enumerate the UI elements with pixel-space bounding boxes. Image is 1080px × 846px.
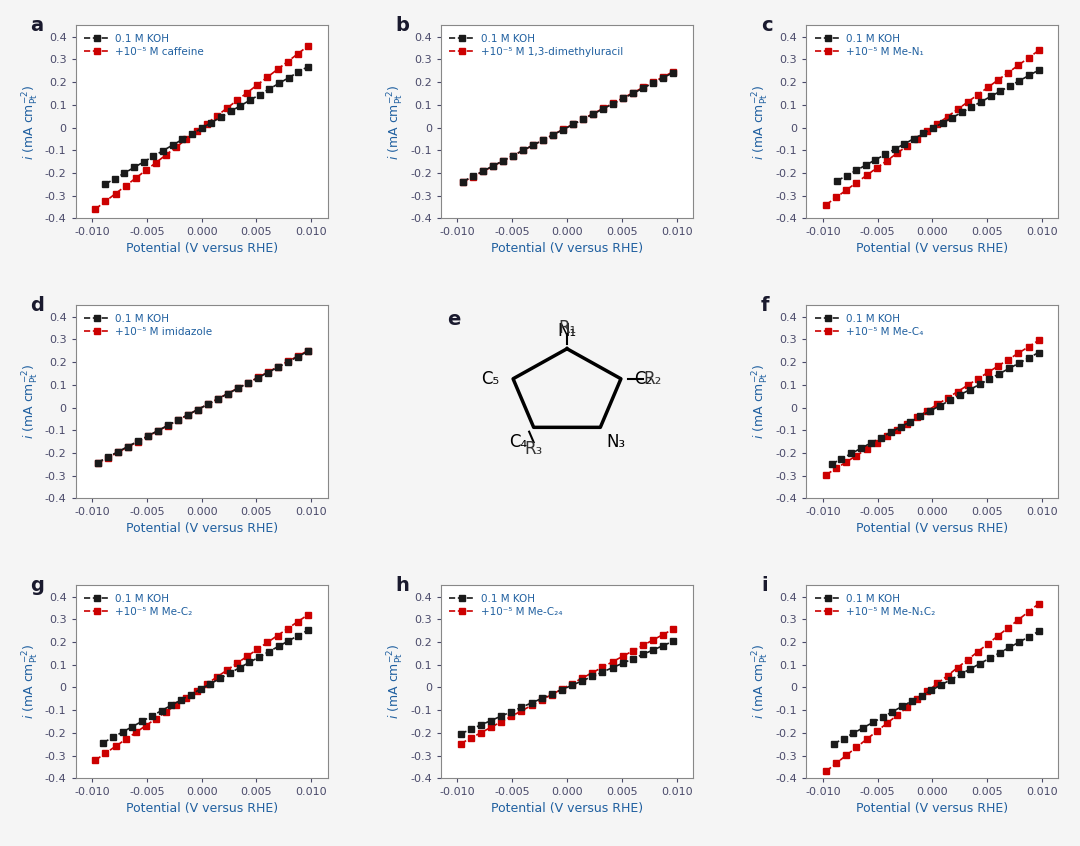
Y-axis label: $i$ (mA cm$^{-2}_{\mathrm{Pt}}$): $i$ (mA cm$^{-2}_{\mathrm{Pt}}$) [21, 85, 41, 160]
Text: C₄: C₄ [510, 433, 528, 451]
Y-axis label: $i$ (mA cm$^{-2}_{\mathrm{Pt}}$): $i$ (mA cm$^{-2}_{\mathrm{Pt}}$) [752, 365, 771, 439]
Y-axis label: $i$ (mA cm$^{-2}_{\mathrm{Pt}}$): $i$ (mA cm$^{-2}_{\mathrm{Pt}}$) [21, 365, 41, 439]
Y-axis label: $i$ (mA cm$^{-2}_{\mathrm{Pt}}$): $i$ (mA cm$^{-2}_{\mathrm{Pt}}$) [21, 644, 41, 719]
Text: e: e [447, 310, 461, 329]
Legend: 0.1 M KOH, +10⁻⁵ M Me-C₄: 0.1 M KOH, +10⁻⁵ M Me-C₄ [811, 310, 927, 340]
Legend: 0.1 M KOH, +10⁻⁵ M Me-C₂₄: 0.1 M KOH, +10⁻⁵ M Me-C₂₄ [446, 591, 565, 620]
X-axis label: Potential (V versus RHE): Potential (V versus RHE) [856, 522, 1009, 535]
X-axis label: Potential (V versus RHE): Potential (V versus RHE) [125, 242, 278, 255]
Legend: 0.1 M KOH, +10⁻⁵ M Me-N₁C₂: 0.1 M KOH, +10⁻⁵ M Me-N₁C₂ [811, 591, 939, 620]
Text: c: c [761, 16, 772, 35]
X-axis label: Potential (V versus RHE): Potential (V versus RHE) [491, 801, 643, 815]
X-axis label: Potential (V versus RHE): Potential (V versus RHE) [491, 242, 643, 255]
Text: R₃: R₃ [525, 440, 543, 458]
Legend: 0.1 M KOH, +10⁻⁵ M 1,3-dimethyluracil: 0.1 M KOH, +10⁻⁵ M 1,3-dimethyluracil [446, 30, 626, 60]
Text: h: h [395, 575, 409, 595]
Text: g: g [30, 575, 44, 595]
Text: N₁: N₁ [557, 322, 577, 340]
Text: C₂: C₂ [634, 370, 652, 387]
Text: N₃: N₃ [606, 433, 625, 451]
Legend: 0.1 M KOH, +10⁻⁵ M caffeine: 0.1 M KOH, +10⁻⁵ M caffeine [81, 30, 207, 60]
Y-axis label: $i$ (mA cm$^{-2}_{\mathrm{Pt}}$): $i$ (mA cm$^{-2}_{\mathrm{Pt}}$) [386, 644, 406, 719]
Legend: 0.1 M KOH, +10⁻⁵ M Me-N₁: 0.1 M KOH, +10⁻⁵ M Me-N₁ [811, 30, 927, 60]
Text: C₅: C₅ [482, 370, 499, 387]
Legend: 0.1 M KOH, +10⁻⁵ M imidazole: 0.1 M KOH, +10⁻⁵ M imidazole [81, 310, 215, 340]
Y-axis label: $i$ (mA cm$^{-2}_{\mathrm{Pt}}$): $i$ (mA cm$^{-2}_{\mathrm{Pt}}$) [752, 85, 771, 160]
X-axis label: Potential (V versus RHE): Potential (V versus RHE) [125, 801, 278, 815]
Text: d: d [30, 295, 44, 315]
Text: R₂: R₂ [644, 370, 662, 387]
X-axis label: Potential (V versus RHE): Potential (V versus RHE) [125, 522, 278, 535]
Text: f: f [761, 295, 770, 315]
Text: b: b [395, 16, 409, 35]
Text: a: a [30, 16, 43, 35]
Text: i: i [761, 575, 768, 595]
X-axis label: Potential (V versus RHE): Potential (V versus RHE) [856, 242, 1009, 255]
Text: R₁: R₁ [558, 319, 576, 337]
X-axis label: Potential (V versus RHE): Potential (V versus RHE) [856, 801, 1009, 815]
Y-axis label: $i$ (mA cm$^{-2}_{\mathrm{Pt}}$): $i$ (mA cm$^{-2}_{\mathrm{Pt}}$) [386, 85, 406, 160]
Y-axis label: $i$ (mA cm$^{-2}_{\mathrm{Pt}}$): $i$ (mA cm$^{-2}_{\mathrm{Pt}}$) [752, 644, 771, 719]
Legend: 0.1 M KOH, +10⁻⁵ M Me-C₂: 0.1 M KOH, +10⁻⁵ M Me-C₂ [81, 591, 195, 620]
